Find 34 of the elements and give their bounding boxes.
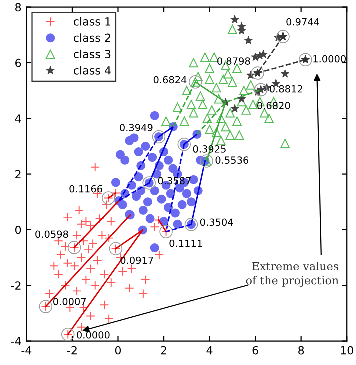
annotation: 0.0598 [36,230,68,238]
y-tick-label: -2 [11,282,21,290]
y-tick-label: 6 [16,58,22,68]
x-tick-label: 2 [161,346,166,355]
annotation: 0.9744 [286,18,320,26]
annotation: 0.0007 [54,298,86,306]
annotation: 0.1111 [170,240,202,248]
y-tick-label: 0 [16,226,22,234]
legend-label: class 2 [74,34,110,42]
legend-label: class 3 [74,50,111,59]
annotation: 0.0917 [120,256,154,264]
annotation: 0.6824 [154,76,187,84]
y-tick-label: 2 [16,170,21,179]
annotation: 0.0000 [77,331,110,339]
y-tick-label: -4 [11,337,22,346]
legend-label: class 1 [74,17,111,26]
annotation: 0.3949 [120,124,153,132]
x-tick-label: 4 [206,346,213,355]
annotation: 1.0000 [314,55,346,63]
x-tick-label: 6 [252,346,258,355]
annotation: Extreme values of the projection [246,262,339,287]
annotation: 0.5536 [216,156,249,164]
y-tick-label: 8 [16,3,22,12]
annotation: 0.8812 [270,85,302,93]
y-tick-label: 4 [15,114,22,123]
x-tick-label: -4 [22,346,32,355]
legend-label: class 4 [74,66,111,75]
annotation: 0.6820 [258,102,290,110]
x-tick-label: -2 [67,346,77,355]
annotation: 0.3504 [200,218,234,226]
x-tick-label: 10 [341,346,354,355]
x-tick-label: 8 [298,346,304,355]
x-tick-label: 0 [115,346,122,355]
annotation: 0.1166 [70,185,102,193]
